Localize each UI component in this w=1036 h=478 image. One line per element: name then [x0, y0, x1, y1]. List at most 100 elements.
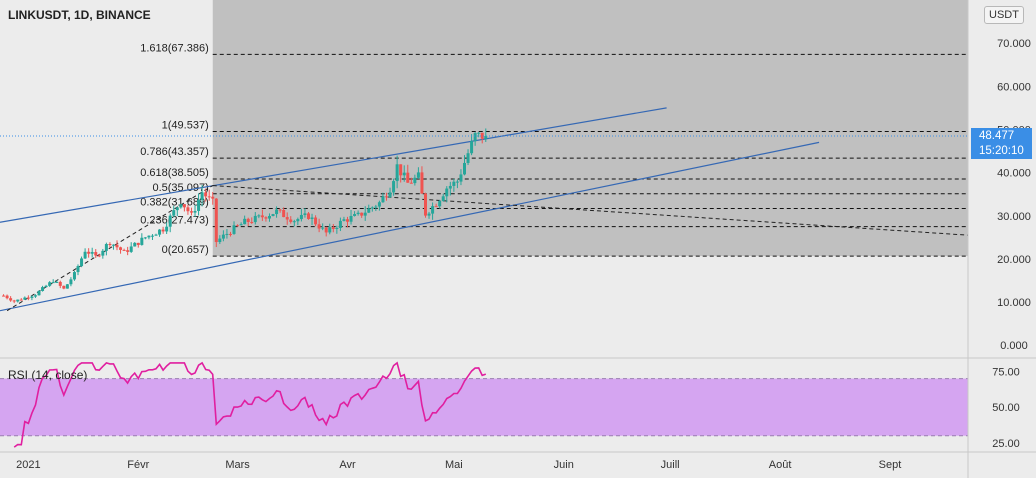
candle-body	[434, 206, 438, 208]
candle-body	[363, 212, 367, 216]
candle-body	[211, 196, 215, 199]
fib-level-label: 0(20.657)	[162, 244, 209, 256]
candle-body	[186, 207, 190, 212]
candle-body	[136, 242, 140, 245]
candle-body	[90, 252, 94, 254]
candle-body	[349, 215, 353, 222]
candle-body	[282, 209, 286, 218]
price-axis-tick: 0.000	[1000, 340, 1028, 352]
trendline-channel-lower[interactable]	[0, 141, 820, 312]
candle-body	[243, 218, 247, 225]
candle-body	[416, 172, 420, 178]
candle-body	[97, 255, 101, 257]
rsi-axis-tick: 50.00	[992, 402, 1020, 414]
candle-body	[48, 282, 52, 286]
fib-level-label: 0.236(27.473)	[140, 215, 209, 227]
candle-body	[409, 182, 413, 184]
currency-button[interactable]: USDT	[984, 6, 1024, 24]
candle-body	[76, 266, 80, 273]
candle-body	[218, 238, 222, 243]
price-axis-tick: 40.000	[997, 168, 1031, 180]
trendline-channel-upper[interactable]	[0, 107, 667, 223]
candle-body	[406, 172, 410, 183]
candle-body	[16, 299, 20, 302]
candle-body	[466, 153, 470, 163]
candle-body	[126, 250, 130, 252]
candle-body	[108, 244, 112, 246]
candle-body	[111, 244, 115, 246]
candle-body	[179, 204, 183, 208]
candle-body	[51, 282, 55, 284]
trendline-dashed-fall[interactable]	[212, 185, 969, 236]
price-axis-tick: 20.000	[997, 254, 1031, 266]
candle-body	[275, 209, 279, 215]
time-axis-tick: Août	[769, 459, 792, 471]
candle-body	[214, 198, 218, 243]
candle-body	[306, 213, 310, 219]
candle-body	[150, 235, 154, 237]
candle-body	[197, 199, 201, 211]
candle-body	[321, 227, 325, 229]
candle-body	[278, 209, 282, 211]
candle-body	[353, 214, 357, 216]
candle-body	[445, 188, 449, 197]
candle-body	[104, 244, 108, 251]
candle-body	[317, 224, 321, 229]
candle-body	[41, 287, 45, 291]
candle-body	[303, 213, 307, 215]
candle-body	[158, 229, 162, 235]
fib-level-label: 0.618(38.505)	[140, 167, 209, 179]
candle-body	[438, 200, 442, 207]
last-price-tag: 48.477 15:20:10	[971, 128, 1032, 159]
candle-body	[370, 207, 374, 209]
candle-body	[37, 290, 41, 296]
time-axis-tick: Juin	[554, 459, 574, 471]
candle-body	[314, 217, 318, 225]
candle-body	[480, 132, 484, 139]
trendline-dashed-rise[interactable]	[6, 185, 214, 312]
candle-body	[250, 221, 254, 223]
candle-body	[342, 219, 346, 221]
candle-body	[193, 210, 197, 213]
price-axis-tick: 70.000	[997, 38, 1031, 50]
candle-body	[236, 225, 240, 227]
candle-body	[83, 251, 87, 259]
candle-body	[289, 219, 293, 222]
candle-body	[367, 208, 371, 213]
candle-body	[154, 234, 158, 236]
candle-body	[448, 185, 452, 189]
rsi-indicator-label[interactable]: RSI (14, close)	[8, 368, 88, 382]
candle-body	[431, 206, 435, 214]
candle-body	[360, 212, 364, 216]
candle-body	[129, 246, 133, 252]
time-axis-tick: Mai	[445, 459, 463, 471]
candle-body	[239, 224, 243, 226]
candle-body	[381, 196, 385, 203]
candle-body	[140, 237, 144, 245]
candle-body	[19, 299, 23, 301]
fib-level-label: 1.618(67.386)	[140, 42, 209, 54]
price-axis-tick: 60.000	[997, 81, 1031, 93]
candle-body	[165, 226, 169, 232]
candle-body	[402, 172, 406, 176]
candle-body	[384, 196, 388, 198]
candle-body	[62, 285, 66, 289]
candle-body	[335, 227, 339, 229]
candle-body	[477, 132, 481, 134]
price-axis-tick: 10.000	[997, 297, 1031, 309]
rsi-band	[0, 378, 968, 436]
candle-body	[377, 202, 381, 207]
candle-body	[115, 244, 119, 248]
candle-body	[427, 213, 431, 216]
candle-body	[133, 242, 137, 247]
candle-body	[452, 181, 456, 186]
candle-body	[65, 284, 69, 289]
candle-body	[172, 210, 176, 216]
rsi-axis-tick: 25.00	[992, 438, 1020, 450]
candle-body	[80, 258, 84, 267]
time-axis-tick: Avr	[339, 459, 356, 471]
candle-body	[356, 212, 360, 215]
candle-body	[413, 177, 417, 184]
candle-body	[264, 217, 268, 219]
